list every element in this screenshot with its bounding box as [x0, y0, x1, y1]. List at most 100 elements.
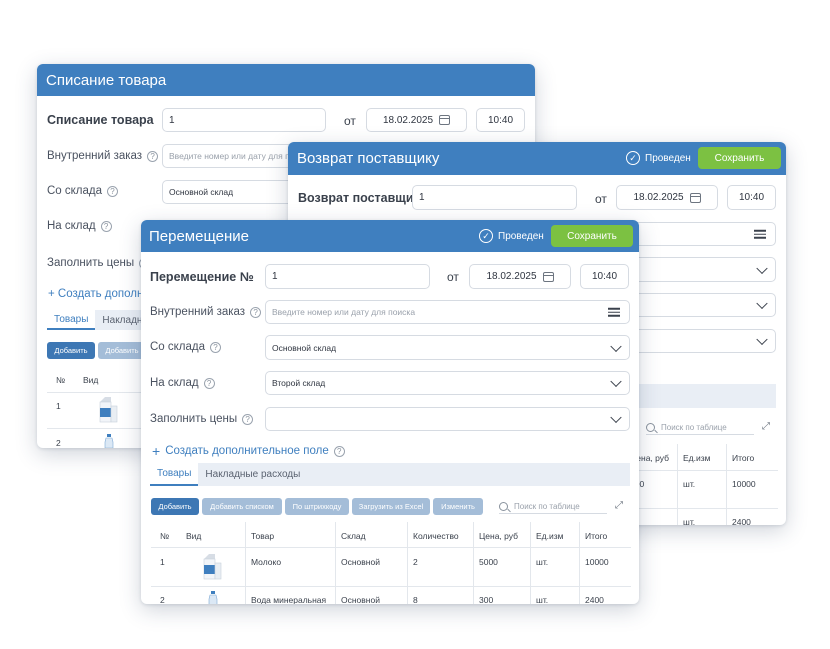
tab-overheads[interactable]: Накладные расходы [205, 469, 301, 480]
column-divider [473, 522, 474, 604]
doc-label: Возврат поставщик [298, 191, 420, 205]
row-divider [47, 392, 177, 393]
plus-icon: + [152, 443, 161, 459]
time-input[interactable]: 10:40 [727, 185, 776, 210]
excel-import-button[interactable]: Загрузить из Excel [352, 498, 430, 515]
row-number: 1 [56, 401, 61, 411]
window-title: Возврат поставщику [297, 150, 440, 167]
table-search[interactable]: Поиск по таблице [646, 420, 754, 435]
expand-icon[interactable]: ⤢ [615, 500, 623, 511]
product-cell: Вода минеральная [251, 595, 327, 604]
barcode-button[interactable]: По штрихкоду [285, 498, 349, 515]
create-field-link[interactable]: + Создать дополн [48, 288, 144, 300]
add-list-button[interactable]: Добавить списком [202, 498, 282, 515]
row-divider [47, 428, 177, 429]
unit-cell: шт. [536, 595, 549, 604]
calendar-icon[interactable] [439, 115, 451, 125]
help-icon[interactable]: ? [250, 306, 262, 318]
time-input[interactable]: 10:40 [580, 264, 629, 289]
menu-icon[interactable] [754, 228, 766, 241]
edit-button[interactable]: Изменить [433, 498, 483, 515]
to-warehouse-select[interactable]: Второй склад [265, 371, 630, 395]
help-icon[interactable]: ? [333, 445, 345, 457]
help-icon[interactable]: ? [242, 413, 254, 425]
status-badge: ✓ Проведен [479, 229, 544, 243]
calendar-icon[interactable] [542, 271, 554, 282]
help-icon[interactable]: ? [147, 150, 159, 162]
column-divider [335, 522, 336, 604]
chevron-down-icon[interactable] [610, 375, 622, 388]
search-icon [646, 422, 655, 432]
from-warehouse-label: Со склада? [47, 185, 119, 197]
create-field-link[interactable]: + Создать дополнительное поле ? [152, 443, 345, 459]
time-input[interactable]: 10:40 [476, 108, 525, 132]
quantity-cell[interactable]: 2 [413, 557, 418, 567]
milk-carton-icon [203, 554, 222, 580]
fill-prices-label: Заполнить цены? [47, 257, 151, 269]
chevron-down-icon[interactable] [610, 340, 622, 352]
check-circle-icon: ✓ [479, 229, 493, 243]
price-cell[interactable]: 5000 [479, 557, 498, 567]
internal-order-input[interactable]: Введите номер или дату для поиска [265, 300, 630, 324]
water-bottle-icon [208, 591, 218, 604]
row-divider [628, 470, 778, 471]
from-warehouse-label: Со склада? [150, 341, 222, 353]
doc-number-input[interactable]: 1 [162, 108, 326, 132]
from-warehouse-select[interactable]: Основной склад [265, 335, 630, 360]
doc-number-input[interactable]: 1 [412, 185, 577, 210]
total-cell: 10000 [585, 557, 609, 567]
to-warehouse-label: На склад? [150, 377, 215, 389]
row-number: 1 [160, 557, 165, 567]
help-icon[interactable]: ? [100, 220, 112, 232]
chevron-down-icon[interactable] [756, 262, 768, 274]
doc-label: Перемещение № [150, 270, 254, 284]
save-button[interactable]: Сохранить [698, 147, 781, 169]
from-label: от [344, 114, 356, 128]
help-icon[interactable]: ? [107, 185, 119, 197]
tab-goods[interactable]: Товары [150, 463, 199, 486]
date-value: 18.02.2025 [486, 271, 537, 282]
tab-overheads[interactable]: Накладн [102, 314, 143, 326]
column-divider [677, 444, 678, 525]
date-input[interactable]: 18.02.2025 [366, 108, 467, 132]
date-value: 18.02.2025 [633, 192, 684, 203]
status-badge: ✓ Проведен [626, 151, 691, 165]
transfer-tabs: Товары Накладные расходы [150, 463, 630, 486]
add-button[interactable]: Добавить [151, 498, 199, 515]
column-header: № [56, 375, 66, 385]
chevron-down-icon[interactable] [610, 411, 622, 424]
to-warehouse-label: На склад? [47, 220, 112, 232]
column-header: Вид [83, 375, 99, 385]
table-search[interactable]: Поиск по таблице [499, 499, 607, 514]
total-cell: 2400 [732, 517, 751, 525]
quantity-cell[interactable]: 8 [413, 595, 418, 604]
expand-icon[interactable]: ⤢ [762, 421, 770, 432]
date-input[interactable]: 18.02.2025 [469, 264, 571, 289]
total-cell: 2400 [585, 595, 604, 604]
chevron-down-icon[interactable] [756, 297, 768, 310]
transfer-titlebar: Перемещение ✓ Проведен Сохранить [141, 220, 639, 252]
column-header: Ед.изм [683, 453, 711, 463]
doc-label: Списание товара [47, 113, 154, 127]
calendar-icon[interactable] [689, 192, 701, 203]
column-divider [530, 522, 531, 604]
save-button[interactable]: Сохранить [551, 225, 633, 247]
help-icon[interactable]: ? [210, 341, 222, 353]
chevron-down-icon[interactable] [756, 333, 768, 346]
menu-icon[interactable] [608, 306, 620, 319]
column-divider [579, 522, 580, 604]
help-icon[interactable]: ? [203, 377, 215, 389]
tab-goods[interactable]: Товары [47, 310, 96, 330]
price-cell[interactable]: 300 [479, 595, 494, 604]
column-header: Итого [732, 453, 755, 463]
date-input[interactable]: 18.02.2025 [616, 185, 718, 210]
add-button[interactable]: Добавить [47, 342, 95, 359]
transfer-window: Перемещение ✓ Проведен Сохранить Перемещ… [141, 220, 639, 604]
column-header: Вид [186, 531, 202, 541]
fill-prices-select[interactable] [265, 407, 630, 431]
fill-prices-label: Заполнить цены? [150, 413, 254, 425]
add-list-button[interactable]: Добавить [98, 342, 146, 359]
doc-number-input[interactable]: 1 [265, 264, 430, 289]
row-divider [151, 547, 631, 548]
internal-order-label: Внутренний заказ? [150, 306, 262, 318]
